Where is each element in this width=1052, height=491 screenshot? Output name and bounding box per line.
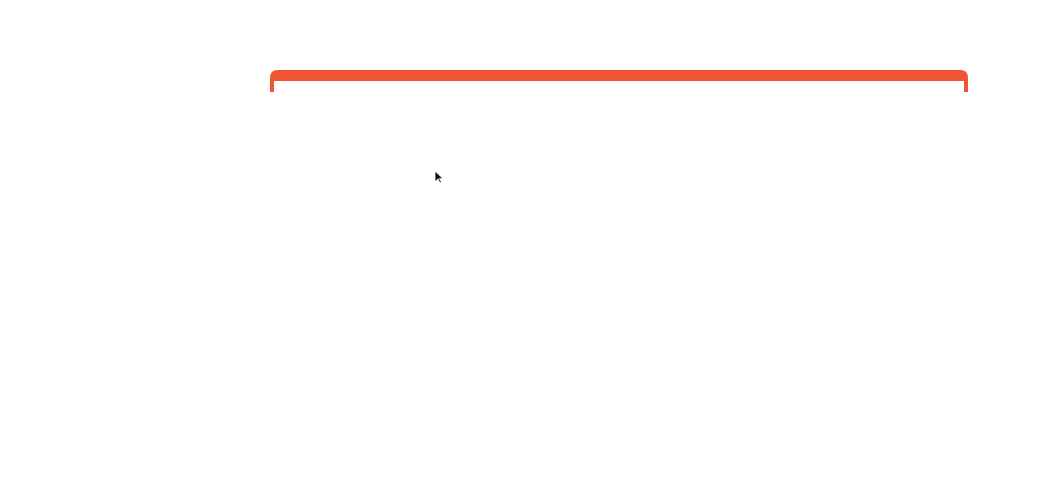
quality-review-bracket — [270, 70, 968, 92]
mouse-cursor-icon — [434, 170, 444, 184]
